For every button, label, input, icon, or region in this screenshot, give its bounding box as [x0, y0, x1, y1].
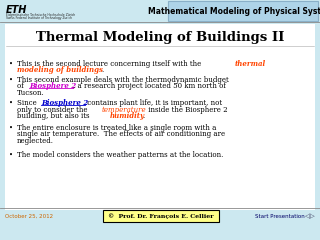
Text: •: •: [9, 124, 13, 132]
Text: •: •: [9, 99, 13, 107]
Text: This second example deals with the thermodynamic budget: This second example deals with the therm…: [17, 76, 229, 84]
Text: ©  Prof. Dr. François E. Cellier: © Prof. Dr. François E. Cellier: [108, 213, 214, 219]
Text: Eidgenössische Technische Hochschule Zürich: Eidgenössische Technische Hochschule Zür…: [6, 13, 75, 17]
Text: Biosphere 2: Biosphere 2: [29, 83, 76, 90]
Text: This is the second lecture concerning itself with the: This is the second lecture concerning it…: [17, 60, 204, 68]
Text: temperature: temperature: [101, 106, 146, 114]
Text: Thermal Modeling of Buildings II: Thermal Modeling of Buildings II: [36, 31, 284, 44]
Text: The model considers the weather patterns at the location.: The model considers the weather patterns…: [17, 151, 223, 159]
Text: •: •: [9, 151, 13, 159]
Text: humidity: humidity: [110, 112, 145, 120]
Text: ETH: ETH: [6, 5, 28, 15]
Text: .: .: [101, 66, 104, 74]
Text: of: of: [17, 83, 26, 90]
Text: Biosphere 2: Biosphere 2: [41, 99, 88, 107]
Text: Since: Since: [17, 99, 39, 107]
Text: Mathematical Modeling of Physical Systems: Mathematical Modeling of Physical System…: [148, 6, 320, 16]
Text: only to consider the: only to consider the: [17, 106, 90, 114]
Text: modeling of buildings: modeling of buildings: [17, 66, 103, 74]
Bar: [5, 24, 315, 210]
Text: Start Presentation: Start Presentation: [255, 214, 305, 218]
Text: Tucson.: Tucson.: [17, 89, 45, 97]
Text: .: .: [142, 112, 144, 120]
Text: contains plant life, it is important, not: contains plant life, it is important, no…: [85, 99, 223, 107]
Text: •: •: [9, 60, 13, 68]
Text: thermal: thermal: [235, 60, 266, 68]
Text: ◁▷: ◁▷: [305, 213, 316, 219]
Text: October 25, 2012: October 25, 2012: [5, 214, 53, 218]
Bar: [103, 210, 219, 222]
Text: building, but also its: building, but also its: [17, 112, 92, 120]
Bar: [168, 1, 318, 21]
Text: single air temperature.  The effects of air conditioning are: single air temperature. The effects of a…: [17, 131, 225, 138]
Text: The entire enclosure is treated like a single room with a: The entire enclosure is treated like a s…: [17, 124, 216, 132]
Text: •: •: [9, 76, 13, 84]
Text: , a research project located 50 km north of: , a research project located 50 km north…: [73, 83, 226, 90]
Text: Swiss Federal Institute of Technology Zurich: Swiss Federal Institute of Technology Zu…: [6, 17, 72, 20]
Text: inside the Biosphere 2: inside the Biosphere 2: [146, 106, 228, 114]
Text: neglected.: neglected.: [17, 137, 54, 145]
